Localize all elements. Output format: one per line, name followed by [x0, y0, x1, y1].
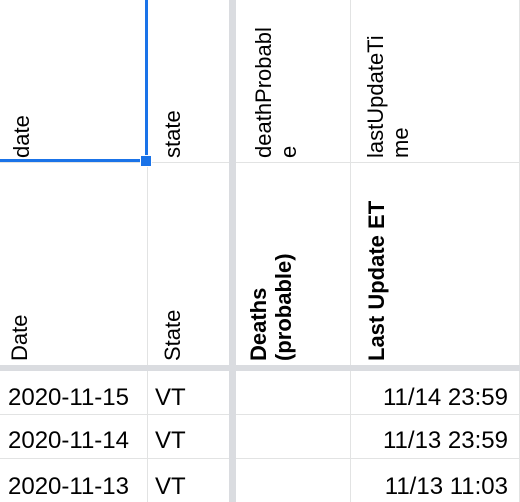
gridline-col-cd — [350, 0, 351, 502]
cell-c1[interactable]: deathProbabl e — [236, 0, 350, 162]
gridline-row-45 — [0, 458, 520, 459]
cell-c1-text: deathProbabl e — [251, 27, 302, 158]
frozen-row-divider[interactable] — [0, 365, 520, 371]
cell-date[interactable]: 2020-11-13 — [8, 472, 129, 502]
cell-c2-line1: Deaths — [246, 253, 271, 361]
cell-b1[interactable]: state — [148, 0, 229, 162]
cell-last-update[interactable]: 11/13 23:59 — [383, 426, 508, 456]
cell-a2[interactable]: Date — [0, 163, 147, 365]
cell-c2-line2: (probable) — [271, 253, 296, 361]
gridline-row-12 — [0, 162, 520, 163]
selection-right-border — [145, 0, 148, 162]
cell-last-update[interactable]: 11/13 11:03 — [385, 472, 508, 502]
cell-last-update[interactable]: 11/14 23:59 — [383, 383, 508, 413]
fill-handle[interactable] — [140, 155, 152, 167]
cell-c2-text: Deaths (probable) — [246, 253, 297, 361]
cell-d2[interactable]: Last Update ET — [351, 163, 520, 365]
table-row: 2020-11-15 VT 11/14 23:59 — [0, 371, 520, 414]
gridline-row-34 — [0, 414, 520, 415]
cell-date[interactable]: 2020-11-15 — [8, 383, 129, 413]
table-row: 2020-11-13 VT 11/13 11:03 — [0, 459, 520, 502]
cell-c1-line2: e — [276, 27, 301, 158]
cell-b2-text: State — [160, 310, 185, 361]
cell-b2[interactable]: State — [148, 163, 229, 365]
cell-state[interactable]: VT — [155, 426, 186, 456]
cell-d1-line1: lastUpdateTi — [363, 35, 388, 158]
cell-c2[interactable]: Deaths (probable) — [236, 163, 350, 365]
cell-d1-line2: me — [388, 35, 413, 158]
cell-a1-text: date — [9, 115, 34, 158]
cell-a1[interactable]: date — [0, 0, 147, 162]
cell-b1-text: state — [160, 110, 185, 158]
selection-bottom-border — [0, 159, 148, 162]
cell-state[interactable]: VT — [155, 472, 186, 502]
cell-date[interactable]: 2020-11-14 — [8, 426, 129, 456]
cell-state[interactable]: VT — [155, 383, 186, 413]
cell-c1-line1: deathProbabl — [251, 27, 276, 158]
table-row: 2020-11-14 VT 11/13 23:59 — [0, 415, 520, 458]
cell-d1-text: lastUpdateTi me — [363, 35, 414, 158]
cell-d1[interactable]: lastUpdateTi me — [351, 0, 520, 162]
cell-a2-text: Date — [7, 315, 32, 361]
cell-d2-text: Last Update ET — [364, 201, 389, 361]
frozen-column-divider[interactable] — [229, 0, 236, 502]
